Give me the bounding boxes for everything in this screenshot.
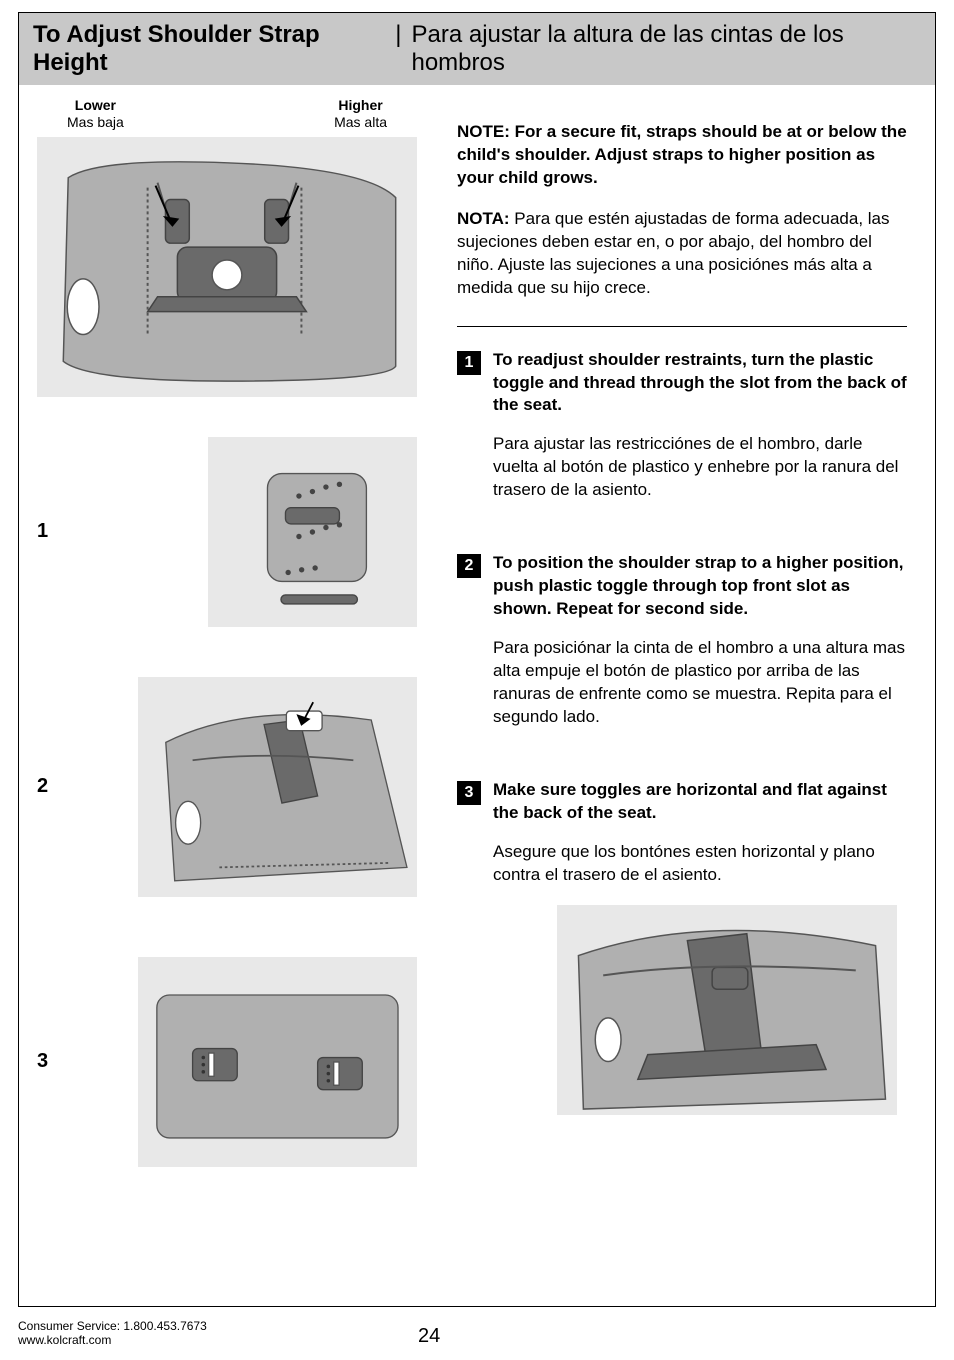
consumer-service-phone: Consumer Service: 1.800.453.7673 (18, 1319, 318, 1333)
illustration-main-seat (37, 137, 417, 397)
note-label-es: NOTA: (457, 209, 510, 228)
section-header: To Adjust Shoulder Strap Height | Para a… (19, 13, 935, 85)
website-url: www.kolcraft.com (18, 1333, 318, 1347)
instruction-step-1: 1 To readjust shoulder restraints, turn … (457, 349, 907, 503)
note-text-es: Para que estén ajustadas de forma adecua… (457, 209, 890, 297)
illustration-step-1 (208, 437, 417, 627)
left-step-number-1: 1 (37, 520, 48, 543)
right-column-instructions: NOTE: For a secure fit, straps should be… (457, 97, 917, 1167)
label-lower-en: Lower (67, 97, 124, 114)
label-higher-es: Mas alta (334, 114, 387, 131)
left-step-number-2: 2 (37, 775, 48, 798)
step-1-spanish: Para ajustar las restricciónes de el hom… (493, 433, 907, 502)
label-lower-es: Mas baja (67, 114, 124, 131)
diagram-height-labels: Lower Mas baja Higher Mas alta (37, 97, 417, 131)
label-higher-en: Higher (334, 97, 387, 114)
step-3-spanish: Asegure que los bontónes esten horizonta… (493, 841, 907, 887)
step-2-spanish: Para posiciónar la cinta de el hombro a … (493, 637, 907, 729)
illustration-step-2 (138, 677, 417, 897)
left-column-illustrations: Lower Mas baja Higher Mas alta (37, 97, 417, 1167)
step-badge-2: 2 (457, 554, 481, 578)
instruction-step-2: 2 To position the shoulder strap to a hi… (457, 552, 907, 729)
note-text-en: For a secure fit, straps should be at or… (457, 122, 907, 187)
step-3-english: Make sure toggles are horizontal and fla… (493, 779, 907, 825)
note-english: NOTE: For a secure fit, straps should be… (457, 121, 907, 190)
note-spanish: NOTA: Para que estén ajustadas de forma … (457, 208, 907, 300)
note-label-en: NOTE: (457, 122, 510, 141)
step-1-english: To readjust shoulder restraints, turn th… (493, 349, 907, 418)
step-badge-3: 3 (457, 781, 481, 805)
divider-rule (457, 326, 907, 327)
step-badge-1: 1 (457, 351, 481, 375)
title-divider: | (395, 21, 401, 49)
title-english: To Adjust Shoulder Strap Height (33, 21, 385, 77)
illustration-bottom-seat (557, 905, 897, 1115)
page-number: 24 (418, 1325, 440, 1348)
page-footer: Consumer Service: 1.800.453.7673 www.kol… (18, 1319, 936, 1348)
instruction-step-3: 3 Make sure toggles are horizontal and f… (457, 779, 907, 887)
step-2-english: To position the shoulder strap to a high… (493, 552, 907, 621)
illustration-step-3 (138, 957, 417, 1167)
title-spanish: Para ajustar la altura de las cintas de … (411, 21, 921, 77)
left-step-number-3: 3 (37, 1050, 48, 1073)
